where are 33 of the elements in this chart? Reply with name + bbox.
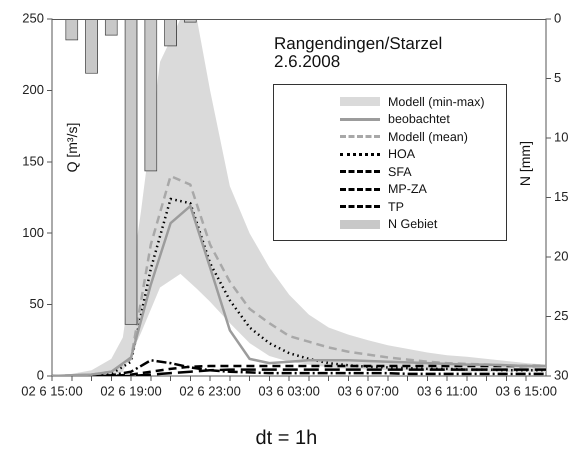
legend-label: SFA xyxy=(388,164,412,179)
y-tick-label: 200 xyxy=(22,82,44,97)
y2-tick-label: 15 xyxy=(554,189,568,204)
y2-tick-label: 10 xyxy=(554,130,568,145)
legend-label: Modell (min-max) xyxy=(388,94,485,109)
y-tick-label: 250 xyxy=(22,10,44,26)
y-tick-label: 0 xyxy=(36,368,44,383)
x-tick-label: 02 6 15:00 xyxy=(21,383,83,398)
x-tick-label: 03 6 11:00 xyxy=(416,383,478,398)
x-tick-label: 02 6 23:00 xyxy=(179,383,241,398)
y2-axis-title: N [mm] xyxy=(516,141,533,186)
y2-tick-label: 5 xyxy=(554,70,562,86)
legend-label: MP-ZA xyxy=(388,182,427,196)
y2-tick-label: 20 xyxy=(554,248,568,264)
y2-tick-label: 25 xyxy=(554,308,568,324)
legend-label: beobachtet xyxy=(388,112,450,126)
y-tick-label: 50 xyxy=(30,296,44,312)
text: 2.6.2008 xyxy=(274,52,340,71)
y-tick-label: 100 xyxy=(22,224,44,240)
legend-label: N Gebiet xyxy=(388,217,438,232)
text: Rangendingen/Starzel xyxy=(274,34,442,53)
y-tick-label: 150 xyxy=(22,153,44,168)
y-axis-title: Q [m³/s] xyxy=(64,122,80,172)
x-tick-label: 03 6 03:00 xyxy=(258,383,320,398)
y2-tick-label: 30 xyxy=(554,368,568,383)
text: dt = 1h xyxy=(255,427,318,449)
x-tick-label: 03 6 07:00 xyxy=(337,383,399,398)
legend-label: Modell (mean) xyxy=(388,130,468,144)
legend-label: TP xyxy=(388,200,404,214)
x-tick-label: 02 6 19:00 xyxy=(100,383,162,398)
x-tick-label: 03 6 15:00 xyxy=(496,383,557,398)
legend-label: HOA xyxy=(388,147,416,162)
y2-tick-label: 0 xyxy=(554,10,562,26)
